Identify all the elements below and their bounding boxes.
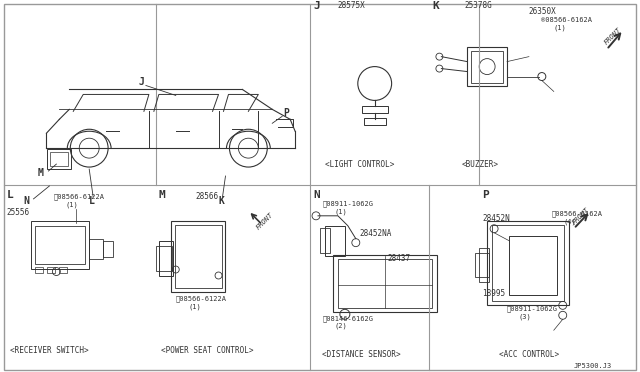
Text: Ⓢ08566-6122A: Ⓢ08566-6122A	[53, 193, 104, 200]
Bar	[479, 248, 489, 282]
Bar	[325, 226, 345, 256]
Text: (1): (1)	[554, 25, 566, 31]
Bar	[492, 225, 564, 301]
Bar	[175, 225, 221, 288]
Text: Ⓝ08911-1062G: Ⓝ08911-1062G	[323, 201, 374, 207]
Bar	[47, 267, 56, 273]
Bar	[156, 246, 172, 270]
Text: FRONT: FRONT	[571, 206, 590, 225]
Bar	[509, 236, 557, 295]
Bar	[471, 51, 503, 83]
Text: L: L	[89, 196, 95, 206]
Text: 28566: 28566	[196, 192, 219, 201]
Bar	[487, 221, 569, 305]
Bar	[333, 254, 437, 312]
Text: <BUZZER>: <BUZZER>	[461, 160, 499, 169]
Text: 26350X: 26350X	[529, 7, 557, 16]
Text: (3): (3)	[519, 313, 532, 320]
Bar	[60, 267, 67, 273]
Text: M: M	[159, 190, 166, 200]
Text: Ⓝ08911-1062G: Ⓝ08911-1062G	[507, 305, 558, 312]
Text: (2): (2)	[335, 323, 348, 330]
Text: 28452N: 28452N	[482, 214, 510, 223]
Text: ®08566-6162A: ®08566-6162A	[541, 17, 592, 23]
Text: 25378G: 25378G	[464, 1, 492, 10]
Bar	[31, 221, 89, 269]
Text: (1): (1)	[335, 209, 348, 215]
Text: (1): (1)	[65, 202, 78, 208]
Bar	[467, 47, 507, 86]
Text: <ACC CONTROL>: <ACC CONTROL>	[499, 350, 559, 359]
Text: (1): (1)	[189, 303, 202, 310]
Bar	[89, 239, 103, 259]
Text: Ⓑ08146-6162G: Ⓑ08146-6162G	[323, 315, 374, 321]
Text: P: P	[283, 108, 289, 118]
Bar	[35, 267, 44, 273]
Text: L: L	[6, 190, 13, 200]
Text: K: K	[218, 196, 225, 206]
Bar	[320, 228, 330, 253]
Text: <DISTANCE SENSOR>: <DISTANCE SENSOR>	[322, 350, 401, 359]
Bar	[362, 106, 388, 113]
Text: 18995: 18995	[482, 289, 506, 298]
Bar	[171, 221, 225, 292]
Text: FRONT: FRONT	[604, 26, 623, 45]
Bar	[159, 241, 173, 276]
Bar	[338, 259, 433, 308]
Text: (4): (4)	[564, 218, 577, 225]
Text: N: N	[24, 196, 29, 206]
Text: M: M	[38, 168, 44, 178]
Text: 25556: 25556	[6, 208, 29, 217]
Text: 28437: 28437	[388, 254, 411, 263]
Text: <LIGHT CONTROL>: <LIGHT CONTROL>	[325, 160, 394, 169]
Text: Ⓢ08566-6122A: Ⓢ08566-6122A	[176, 295, 227, 302]
Bar	[51, 152, 68, 166]
Text: JP5300.J3: JP5300.J3	[573, 363, 612, 369]
Text: 28452NA: 28452NA	[360, 229, 392, 238]
Text: N: N	[313, 190, 320, 200]
Bar	[103, 241, 113, 257]
Text: K: K	[433, 1, 439, 11]
Text: 28575X: 28575X	[338, 1, 365, 10]
Bar	[475, 253, 489, 278]
Text: <RECEIVER SWITCH>: <RECEIVER SWITCH>	[10, 346, 88, 355]
Bar	[364, 118, 386, 125]
Bar	[47, 149, 71, 169]
Text: <POWER SEAT CONTROL>: <POWER SEAT CONTROL>	[161, 346, 253, 355]
Text: J: J	[313, 1, 320, 11]
Text: Ⓢ08566-6162A: Ⓢ08566-6162A	[552, 211, 603, 217]
Text: J: J	[139, 77, 145, 87]
Bar	[35, 226, 85, 264]
Text: FRONT: FRONT	[255, 211, 275, 230]
Text: P: P	[482, 190, 489, 200]
